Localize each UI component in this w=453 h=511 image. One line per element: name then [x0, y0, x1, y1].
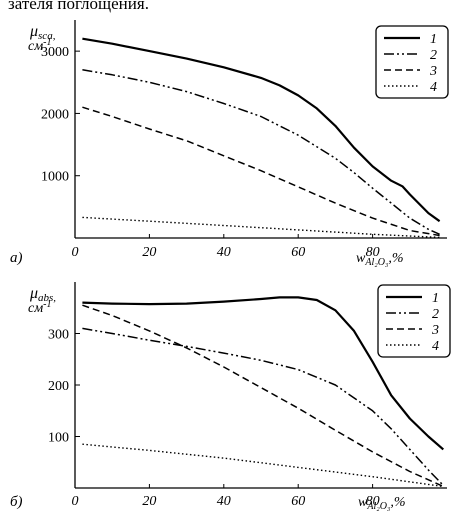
- legend-label-1: 1: [432, 291, 439, 306]
- x-tick-label: 40: [217, 494, 231, 509]
- legend-label-2: 2: [430, 48, 437, 63]
- legend-box: [375, 25, 449, 99]
- y-tick-label: 1000: [41, 170, 69, 185]
- y-tick-label: 300: [48, 328, 69, 343]
- legend-label-3: 3: [429, 64, 437, 79]
- legend-label-1: 1: [430, 32, 437, 47]
- y-tick-label: 3000: [41, 45, 69, 60]
- x-tick-label: 80: [366, 245, 380, 260]
- y-tick-label: 2000: [41, 107, 69, 122]
- legend-label-4: 4: [432, 339, 439, 354]
- series-line-2: [82, 69, 440, 235]
- caption-fragment: зателя поглощения.: [8, 0, 149, 13]
- x-tick-label: 0: [72, 245, 79, 260]
- panel-letter: a): [10, 250, 23, 266]
- series-line-1: [82, 37, 441, 223]
- x-tick-label: 20: [142, 494, 156, 509]
- legend-label-2: 2: [432, 307, 439, 322]
- series-line-4: [82, 443, 444, 488]
- y-tick-label: 100: [48, 431, 69, 446]
- x-tick-label: 40: [217, 245, 231, 260]
- chart-panel-2: 100 200 300 0 20 40 60 80 б) μabs,см-1 wAl₂O₃,% 123…: [10, 282, 451, 511]
- chart-panel-1: 1000 2000 3000 0 20 40 60 80 a) μsca,см-1 wAl₂O₃,%…: [10, 20, 449, 268]
- panel-letter: б): [10, 494, 23, 510]
- series-line-4: [82, 216, 440, 239]
- x-tick-label: 60: [291, 494, 305, 509]
- x-tick-label: 20: [142, 245, 156, 260]
- legend-box: [377, 284, 451, 358]
- legend-label-3: 3: [431, 323, 439, 338]
- x-tick-label: 0: [72, 494, 79, 509]
- series-line-3: [82, 304, 444, 488]
- x-tick-label: 60: [291, 245, 305, 260]
- y-axis-unit: см-1: [28, 299, 52, 316]
- y-tick-label: 200: [48, 379, 69, 394]
- series-line-2: [82, 327, 444, 486]
- x-tick-label: 80: [366, 494, 380, 509]
- series-line-1: [82, 296, 445, 451]
- x-axis-label: wAl₂O₃,%: [358, 495, 406, 511]
- series-line-3: [82, 106, 440, 237]
- x-axis-label: wAl₂O₃,%: [356, 251, 404, 268]
- y-axis-label: μsca,: [29, 23, 56, 42]
- legend-label-4: 4: [430, 80, 437, 95]
- y-axis-label: μabs,: [29, 285, 56, 304]
- y-axis-unit: см-1: [28, 37, 52, 54]
